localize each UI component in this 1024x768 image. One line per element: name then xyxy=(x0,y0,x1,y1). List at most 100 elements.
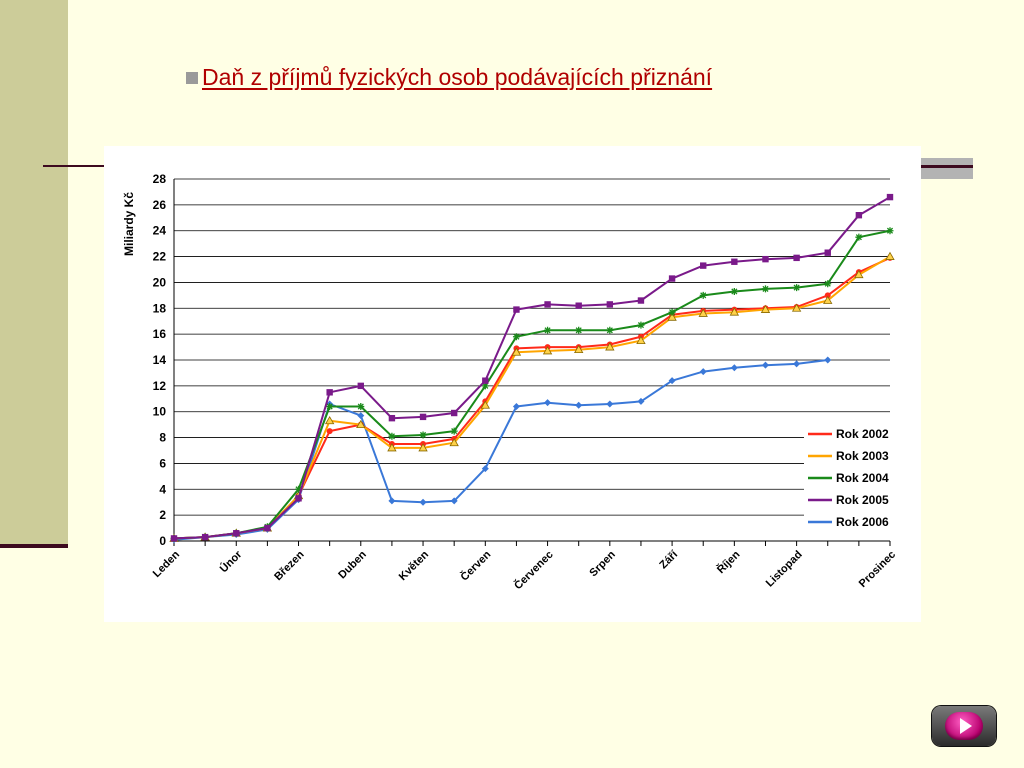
data-point xyxy=(481,465,489,473)
data-point xyxy=(668,275,676,282)
data-point xyxy=(824,280,832,288)
data-point xyxy=(730,287,738,295)
data-point xyxy=(512,333,520,341)
data-point xyxy=(326,403,334,411)
legend-label: Rok 2005 xyxy=(836,493,889,507)
y-tick-label: 18 xyxy=(153,301,167,315)
slide-title-row: Daň z příjmů fyzických osob podávajících… xyxy=(186,62,712,92)
data-point xyxy=(637,297,645,304)
data-point xyxy=(855,233,863,241)
data-point xyxy=(761,361,769,369)
y-tick-label: 24 xyxy=(153,224,167,238)
y-tick-label: 0 xyxy=(159,534,166,548)
data-point xyxy=(699,291,707,299)
series-line xyxy=(173,196,891,540)
data-point xyxy=(762,255,769,263)
y-tick-label: 2 xyxy=(159,508,166,522)
data-point xyxy=(886,193,894,201)
data-point xyxy=(511,347,522,356)
series-line-group xyxy=(170,227,894,542)
data-point xyxy=(700,262,707,269)
data-point xyxy=(824,292,831,299)
legend-label: Rok 2003 xyxy=(836,449,889,463)
data-point xyxy=(855,212,863,219)
data-point xyxy=(824,249,831,256)
data-point xyxy=(730,364,738,372)
data-point xyxy=(637,321,645,329)
data-point xyxy=(824,356,832,364)
x-tick-label: Červen xyxy=(458,548,494,584)
data-point xyxy=(606,301,614,308)
data-point xyxy=(233,530,240,537)
play-button-knob xyxy=(945,712,983,740)
data-point xyxy=(637,397,645,405)
data-point xyxy=(606,400,614,408)
data-point xyxy=(264,524,271,532)
data-point xyxy=(170,535,178,542)
data-point xyxy=(326,428,333,435)
header-rule-right-dark xyxy=(920,165,973,168)
x-tick-label: Listopad xyxy=(764,549,805,590)
data-point xyxy=(201,533,209,541)
data-point xyxy=(731,258,738,265)
data-point xyxy=(295,495,302,502)
header-rule-right-lower xyxy=(920,168,973,179)
legend-label: Rok 2002 xyxy=(836,427,889,441)
data-point xyxy=(419,431,427,439)
data-point xyxy=(450,427,458,435)
data-point xyxy=(512,403,520,411)
data-point xyxy=(668,308,676,316)
data-point xyxy=(357,403,365,411)
chart-panel: 0 2 4 6 8 10 12 14 16 18 20 22 24 26 28 Leden Únor Březe… xyxy=(104,146,921,622)
data-point xyxy=(324,415,335,425)
data-point xyxy=(480,400,490,409)
y-tick-label: 12 xyxy=(153,379,167,393)
x-tick-label: Duben xyxy=(336,548,369,581)
y-tick-label: 6 xyxy=(159,456,166,470)
x-tick-label: Leden xyxy=(151,548,183,580)
data-point xyxy=(793,284,801,292)
series-line-group xyxy=(169,251,895,542)
data-point xyxy=(793,254,800,262)
legend-box xyxy=(804,424,896,536)
x-tick-label: Únor xyxy=(217,547,245,575)
y-tick-label: 28 xyxy=(153,172,167,186)
left-decor-rule xyxy=(0,544,68,548)
y-tick-label: 8 xyxy=(159,431,166,445)
series-line xyxy=(173,229,891,540)
data-point xyxy=(667,312,677,321)
play-triangle-icon xyxy=(960,718,972,734)
legend-label: Rok 2004 xyxy=(836,471,889,485)
data-point xyxy=(542,346,553,355)
x-tick-label: Říjen xyxy=(714,548,742,576)
data-point xyxy=(388,414,396,422)
data-point xyxy=(419,498,427,506)
x-tick-label: Srpen xyxy=(587,548,618,579)
data-point xyxy=(823,295,833,304)
data-point xyxy=(513,306,520,313)
slide-title[interactable]: Daň z příjmů fyzických osob podávajících… xyxy=(202,63,713,90)
data-point xyxy=(574,344,584,354)
series-line xyxy=(173,255,891,540)
left-decor-band xyxy=(0,0,68,546)
bullet-square-icon xyxy=(186,72,198,84)
data-point xyxy=(791,303,802,312)
x-tick-label: Březen xyxy=(272,548,307,583)
y-tick-label: 10 xyxy=(153,405,167,419)
data-point xyxy=(450,497,458,505)
data-point xyxy=(482,377,489,384)
legend-label: Rok 2006 xyxy=(836,515,889,529)
data-point xyxy=(450,409,458,417)
data-point xyxy=(357,382,364,390)
header-rule-left xyxy=(43,165,105,167)
data-point xyxy=(605,342,615,351)
header-rule-right xyxy=(920,158,973,165)
data-point xyxy=(356,419,366,429)
x-tick-label: Září xyxy=(657,548,680,571)
next-slide-button[interactable] xyxy=(932,706,996,746)
data-point xyxy=(388,497,396,505)
data-point xyxy=(575,302,582,309)
y-axis-title: Miliardy Kč xyxy=(122,192,136,256)
series-line xyxy=(173,359,828,541)
data-point xyxy=(418,443,428,452)
